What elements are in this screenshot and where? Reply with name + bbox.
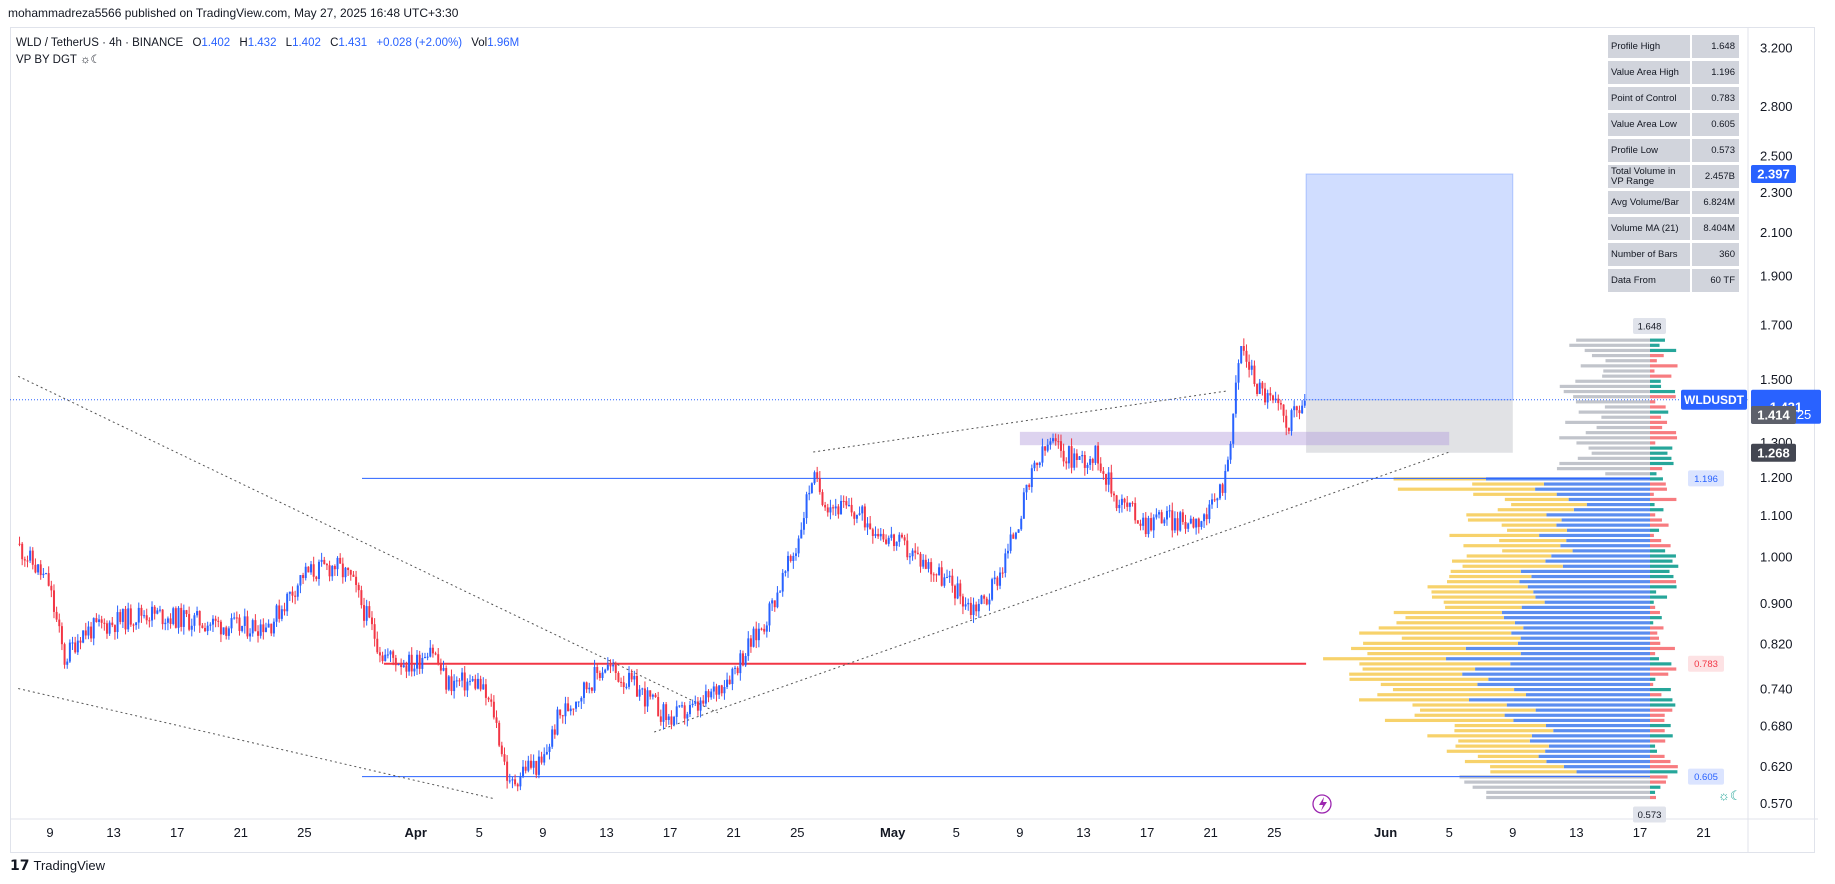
vp-stats-table: Profile High 1.648 Value Area High 1.196 Poi… [1608,35,1742,295]
high-value: 1.432 [247,37,277,49]
stats-value: 0.605 [1692,113,1739,136]
stats-name: Avg Volume/Bar [1608,191,1690,214]
stats-row: Profile High 1.648 [1608,35,1742,58]
stats-row: Volume MA (21) 8.404M [1608,217,1742,240]
symbol-legend: WLD / TetherUS · 4h · BINANCE O1.402 H1.… [16,35,519,52]
stats-name: Total Volume in VP Range [1608,165,1690,188]
stats-value: 360 [1692,243,1739,266]
low-label: L [285,37,293,49]
close-label: C [330,37,339,49]
stats-name: Volume MA (21) [1608,217,1690,240]
close-value: 1.431 [338,37,368,49]
stats-name: Value Area Low [1608,113,1690,136]
chart-frame [10,27,1815,853]
open-value: 1.402 [201,37,231,49]
change-value: +0.028 (+2.00%) [376,37,463,49]
indicator-settings-icon[interactable]: ☼☾ [79,54,101,66]
volume-value: 1.96M [487,37,520,49]
stats-row: Profile Low 0.573 [1608,139,1742,162]
high-label: H [239,37,248,49]
indicator-legend[interactable]: VP BY DGT ☼☾ [16,52,101,66]
stats-value: 60 TF [1692,269,1739,292]
stats-value: 1.648 [1692,35,1739,58]
open-label: O [192,37,202,49]
indicator-name: VP BY DGT [16,54,77,66]
footer-brand: 𝟭𝟳 TradingView [10,857,105,874]
stats-row: Total Volume in VP Range 2.457B [1608,165,1742,188]
stats-name: Point of Control [1608,87,1690,110]
stats-name: Profile Low [1608,139,1690,162]
publish-header: mohammadreza5566 published on TradingVie… [8,6,459,20]
stats-row: Value Area High 1.196 [1608,61,1742,84]
stats-row: Number of Bars 360 [1608,243,1742,266]
brand-name: TradingView [33,858,106,873]
tradingview-logo-icon: 𝟭𝟳 [10,857,30,873]
stats-value: 6.824M [1692,191,1739,214]
stats-row: Data From 60 TF [1608,269,1742,292]
stats-name: Number of Bars [1608,243,1690,266]
stats-name: Profile High [1608,35,1690,58]
symbol-name[interactable]: WLD / TetherUS · 4h · BINANCE [16,37,184,49]
stats-name: Value Area High [1608,61,1690,84]
stats-value: 2.457B [1692,165,1739,188]
stats-row: Point of Control 0.783 [1608,87,1742,110]
low-value: 1.402 [292,37,321,49]
stats-value: 1.196 [1692,61,1739,84]
stats-value: 0.783 [1692,87,1739,110]
stats-value: 8.404M [1692,217,1739,240]
stats-row: Value Area Low 0.605 [1608,113,1742,136]
volume-label: Vol [471,37,488,49]
stats-name: Data From [1608,269,1690,292]
stats-value: 0.573 [1692,139,1739,162]
stats-row: Avg Volume/Bar 6.824M [1608,191,1742,214]
